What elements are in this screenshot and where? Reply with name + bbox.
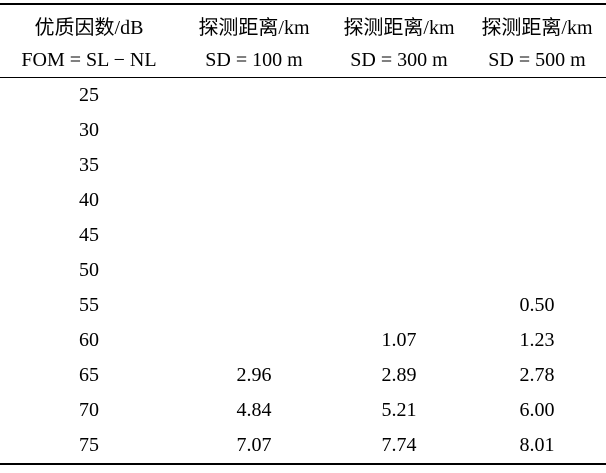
sd300-cell: [330, 288, 468, 323]
table-row: 45: [0, 218, 606, 253]
sd300-cell: [330, 218, 468, 253]
fom-cell: 35: [79, 154, 99, 176]
sd100-cell: [178, 253, 330, 288]
header-fom-formula: FOM = SL − NL: [21, 49, 157, 71]
sd100-cell: [178, 113, 330, 148]
table-row: 30: [0, 113, 606, 148]
fom-cell: 45: [79, 224, 99, 246]
table-row: 25: [0, 78, 606, 114]
header-sd500-subtitle: SD = 500 m: [488, 49, 586, 71]
table-row: 50: [0, 253, 606, 288]
header-sd300-title: 探测距离/km: [343, 17, 455, 39]
sd500-cell: 6.00: [519, 399, 555, 421]
table-row: 55 0.50: [0, 288, 606, 323]
sd500-cell: 1.23: [519, 329, 555, 351]
fom-cell: 30: [79, 119, 99, 141]
sd500-cell: [468, 183, 606, 218]
header-fom-title: 优质因数/dB: [34, 17, 144, 39]
sd100-cell: [178, 148, 330, 183]
sd500-cell: [468, 148, 606, 183]
sd100-cell: [178, 183, 330, 218]
table-body: 25 30 35 40: [0, 78, 606, 465]
sd300-cell: [330, 113, 468, 148]
header-row: 优质因数/dB FOM = SL − NL 探测距离/km SD = 100 m…: [0, 4, 606, 78]
fom-cell: 75: [79, 434, 99, 456]
sd300-cell: [330, 253, 468, 288]
sd100-cell: 7.07: [236, 434, 272, 456]
table-row: 35: [0, 148, 606, 183]
fom-detection-distance-table: 优质因数/dB FOM = SL − NL 探测距离/km SD = 100 m…: [0, 3, 606, 465]
table-header: 优质因数/dB FOM = SL − NL 探测距离/km SD = 100 m…: [0, 4, 606, 78]
header-cell-sd300: 探测距离/km SD = 300 m: [330, 4, 468, 78]
table-row: 70 4.84 5.21 6.00: [0, 393, 606, 428]
sd300-cell: 5.21: [381, 399, 417, 421]
header-cell-sd500: 探测距离/km SD = 500 m: [468, 4, 606, 78]
sd100-cell: [178, 323, 330, 358]
sd100-cell: [178, 218, 330, 253]
sd300-cell: [330, 183, 468, 218]
sd500-cell: [468, 253, 606, 288]
sd500-cell: 8.01: [519, 434, 555, 456]
sd300-cell: [330, 78, 468, 114]
fom-cell: 25: [79, 84, 99, 106]
header-sd100-subtitle: SD = 100 m: [205, 49, 303, 71]
sd100-cell: [178, 78, 330, 114]
sd100-cell: 4.84: [236, 399, 272, 421]
sd300-cell: 1.07: [381, 329, 417, 351]
sd300-cell: [330, 148, 468, 183]
header-sd300-subtitle: SD = 300 m: [350, 49, 448, 71]
sd300-cell: 7.74: [381, 434, 417, 456]
sd300-cell: 2.89: [381, 364, 417, 386]
fom-cell: 60: [79, 329, 99, 351]
header-cell-fom: 优质因数/dB FOM = SL − NL: [0, 4, 178, 78]
header-sd500-title: 探测距离/km: [481, 17, 593, 39]
sd500-cell: 2.78: [519, 364, 555, 386]
header-cell-sd100: 探测距离/km SD = 100 m: [178, 4, 330, 78]
sd500-cell: 0.50: [519, 294, 555, 316]
fom-cell: 65: [79, 364, 99, 386]
fom-cell: 40: [79, 189, 99, 211]
sd100-cell: 2.96: [236, 364, 272, 386]
header-sd100-title: 探测距离/km: [198, 17, 310, 39]
sd500-cell: [468, 113, 606, 148]
table-row: 60 1.07 1.23: [0, 323, 606, 358]
sd500-cell: [468, 78, 606, 114]
table-row: 75 7.07 7.74 8.01: [0, 428, 606, 464]
table-row: 40: [0, 183, 606, 218]
fom-cell: 70: [79, 399, 99, 421]
fom-cell: 50: [79, 259, 99, 281]
sd500-cell: [468, 218, 606, 253]
sd100-cell: [178, 288, 330, 323]
fom-cell: 55: [79, 294, 99, 316]
table-row: 65 2.96 2.89 2.78: [0, 358, 606, 393]
